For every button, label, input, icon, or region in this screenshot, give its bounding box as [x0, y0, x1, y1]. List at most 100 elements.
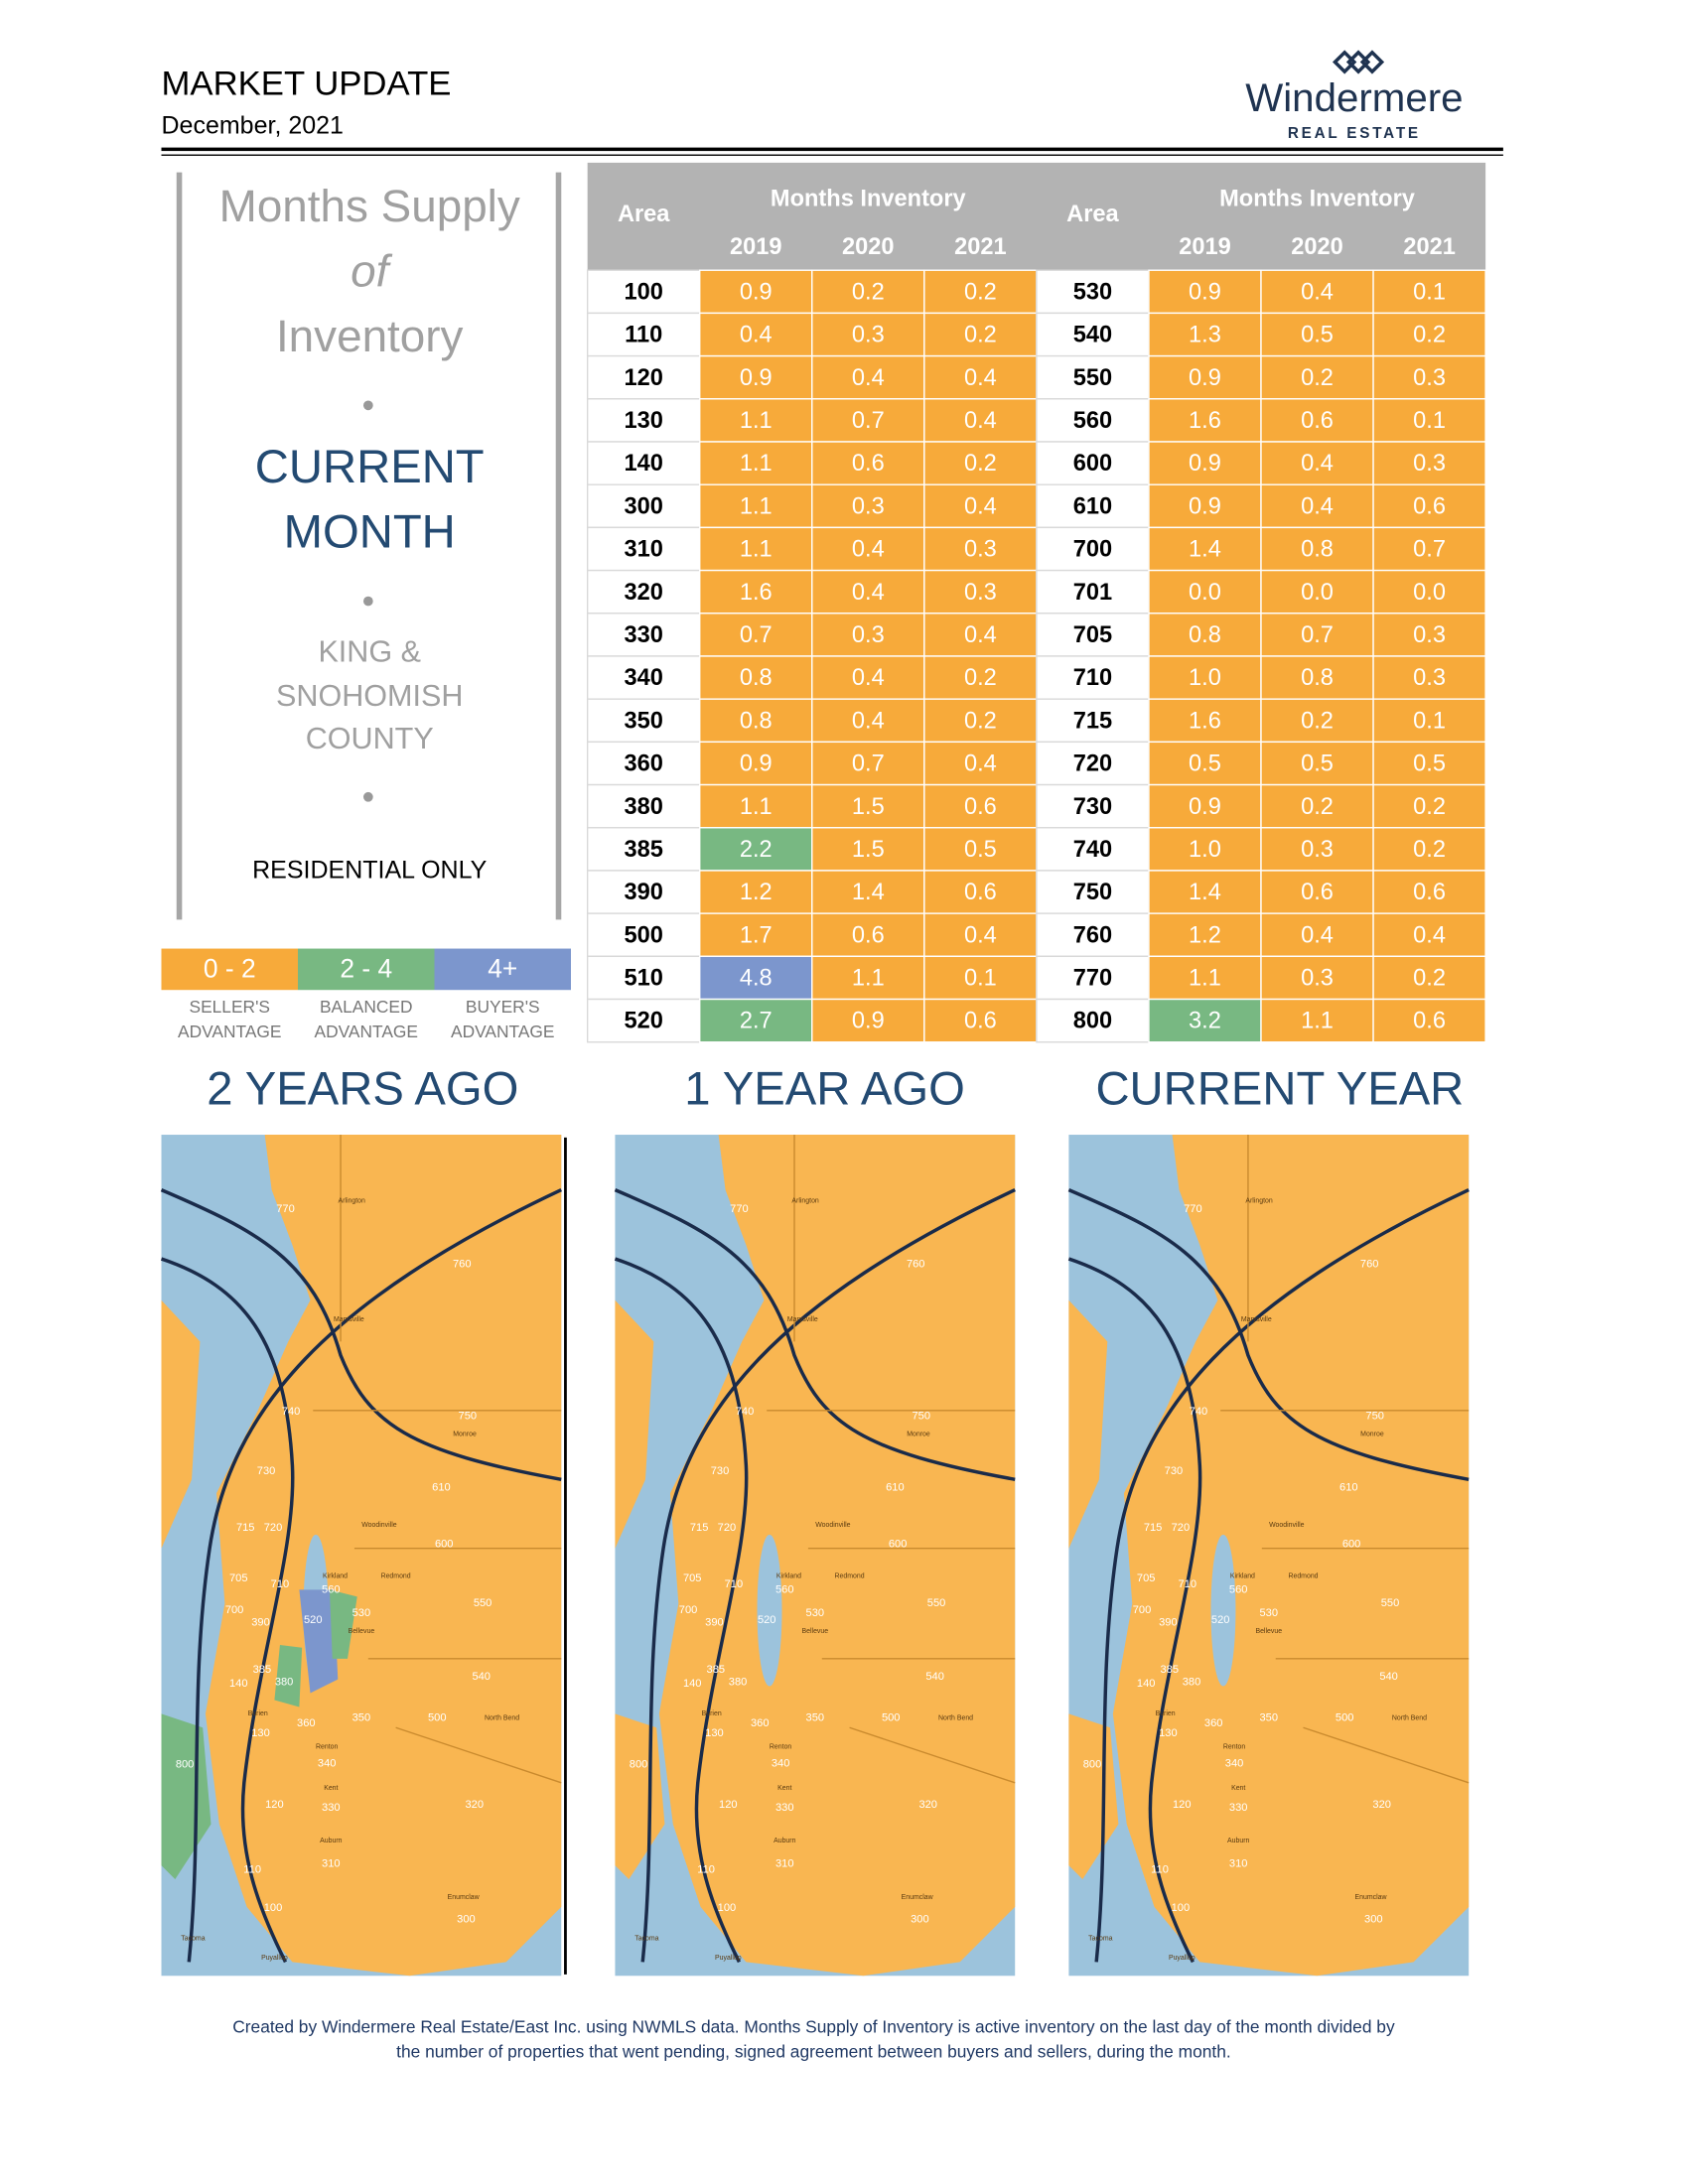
boundary — [1067, 1188, 1470, 1481]
rule — [161, 147, 1503, 152]
value-cell — [1148, 354, 1262, 400]
value-label: 0.4 — [1301, 922, 1334, 948]
value-label: 0.7 — [1301, 622, 1334, 648]
map-area: 350 — [1260, 1711, 1279, 1723]
value-label: 0.3 — [1413, 665, 1446, 691]
map-area: 600 — [435, 1538, 454, 1550]
value-label: 0.7 — [1413, 537, 1446, 563]
map-area: 310 — [775, 1858, 794, 1870]
legend-swatch — [298, 948, 435, 991]
bullet — [362, 596, 373, 607]
value-cell — [1260, 870, 1374, 914]
map-area: 340 — [772, 1757, 790, 1769]
area-label: 701 — [1073, 580, 1112, 606]
map-place: North Bend — [938, 1714, 973, 1721]
value-cell — [811, 354, 925, 400]
value-label: 0.4 — [852, 537, 885, 563]
value-label: 0.9 — [740, 365, 773, 391]
map-title: 2 YEARS AGO — [207, 1062, 518, 1115]
value-label: 0.4 — [964, 751, 997, 777]
map-place: Kirkland — [1230, 1572, 1255, 1579]
value-cell — [1372, 483, 1486, 529]
map-area: 110 — [243, 1863, 261, 1875]
map-area: 500 — [1336, 1711, 1354, 1723]
legend-caption: ADVANTAGE — [315, 1022, 419, 1041]
map-area: 300 — [911, 1913, 929, 1925]
area-label: 600 — [1073, 451, 1112, 477]
area-label: 120 — [624, 365, 662, 391]
boundary — [187, 1188, 563, 1963]
map-place: Auburn — [1227, 1838, 1250, 1844]
map-area: 800 — [630, 1759, 648, 1771]
map-area: 100 — [264, 1902, 283, 1914]
map-place: Tacoma — [181, 1936, 205, 1943]
value-label: 1.0 — [1189, 837, 1221, 863]
map-area: 770 — [730, 1203, 749, 1215]
divider — [564, 1137, 567, 1975]
value-cell — [923, 483, 1038, 529]
map-place: Burien — [702, 1710, 722, 1717]
value-label: 0.5 — [1413, 751, 1446, 777]
area-cell — [586, 354, 701, 400]
map-title: CURRENT YEAR — [1095, 1062, 1464, 1115]
value-cell — [811, 870, 925, 914]
map-place: Burien — [248, 1710, 268, 1717]
header-year: 2020 — [842, 234, 895, 260]
map-area: 360 — [297, 1717, 316, 1729]
value-label: 0.1 — [1413, 708, 1446, 734]
value-label: 0.4 — [1301, 279, 1334, 305]
value-label: 0.2 — [1301, 365, 1334, 391]
value-cell — [1148, 870, 1262, 914]
value-cell — [811, 526, 925, 572]
value-cell — [1372, 998, 1486, 1043]
value-cell — [1372, 741, 1486, 786]
value-cell — [1372, 655, 1486, 700]
map-area: 710 — [1179, 1578, 1197, 1590]
map-place: Bellevue — [349, 1628, 375, 1635]
area-label: 510 — [624, 966, 662, 992]
area-cell — [586, 269, 701, 315]
map-area: 715 — [690, 1522, 709, 1534]
value-label: 0.7 — [852, 408, 885, 434]
map-area: 100 — [718, 1902, 737, 1914]
map-area: 385 — [707, 1664, 726, 1676]
value-label: 0.4 — [964, 493, 997, 519]
legend-caption: ADVANTAGE — [178, 1022, 282, 1041]
value-label: 0.8 — [1189, 622, 1221, 648]
value-cell — [923, 870, 1038, 914]
legend-swatch — [161, 948, 298, 991]
value-label: 0.2 — [1413, 323, 1446, 348]
value-label: 0.4 — [964, 622, 997, 648]
area-cell — [586, 398, 701, 443]
map-area: 110 — [1151, 1863, 1169, 1875]
map-area: 730 — [711, 1465, 730, 1477]
boundary — [160, 1257, 295, 1964]
island — [161, 1299, 201, 1549]
map-area: 750 — [913, 1410, 931, 1422]
area-label: 530 — [1073, 279, 1112, 305]
value-label: 0.3 — [964, 580, 997, 606]
map-place: North Bend — [485, 1714, 519, 1721]
value-label: 1.2 — [1189, 922, 1221, 948]
area-cell — [586, 955, 701, 1001]
area-label: 700 — [1073, 537, 1112, 563]
map-area: 700 — [679, 1604, 698, 1616]
value-label: 0.3 — [852, 622, 885, 648]
area-cell — [1036, 483, 1150, 529]
map-area: 380 — [275, 1676, 294, 1688]
area-label: 100 — [624, 279, 662, 305]
map-area: 140 — [1137, 1678, 1156, 1690]
value-cell — [1372, 398, 1486, 443]
value-cell — [699, 783, 813, 829]
value-cell — [1372, 613, 1486, 657]
lake — [757, 1534, 782, 1687]
map-place: Monroe — [453, 1431, 477, 1437]
value-cell — [1260, 398, 1374, 443]
value-label: 0.9 — [1189, 451, 1221, 477]
map-area: 140 — [229, 1678, 248, 1690]
value-label: 0.6 — [1301, 880, 1334, 905]
value-cell — [699, 698, 813, 744]
map-area: 520 — [1211, 1614, 1230, 1626]
value-label: 0.4 — [964, 922, 997, 948]
bullet — [362, 791, 373, 802]
